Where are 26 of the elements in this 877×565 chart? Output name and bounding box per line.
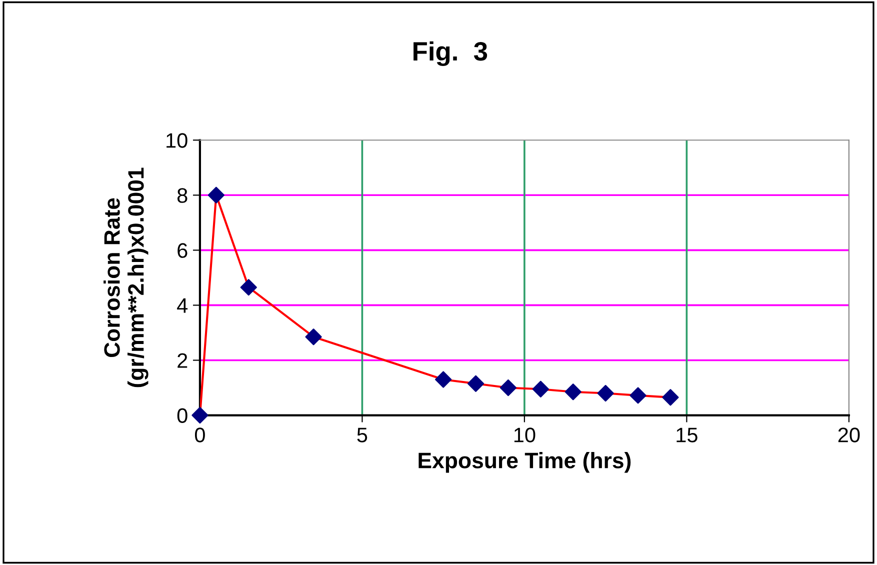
chart-title: Fig. 3 xyxy=(414,41,488,66)
point xyxy=(208,186,224,204)
point xyxy=(630,387,646,404)
y-axis-title: Corrosion Rate (gr/mm**2.hr)x0.0001 xyxy=(104,168,148,388)
point xyxy=(500,379,517,396)
point xyxy=(662,389,679,406)
y-tick-label: 8 xyxy=(177,188,188,203)
x-tick-label: 5 xyxy=(357,428,368,442)
y-tick-label: 4 xyxy=(177,298,188,313)
x-axis-title: Exposure Time (hrs) xyxy=(418,452,631,473)
x-tick-label: 0 xyxy=(194,428,205,442)
y-tick-label: 6 xyxy=(178,243,188,258)
point xyxy=(532,380,549,398)
point xyxy=(240,279,257,296)
point xyxy=(192,406,208,424)
y-tick-label: 2 xyxy=(178,353,188,368)
x-tick-label: 15 xyxy=(676,428,698,442)
point xyxy=(564,384,582,400)
point xyxy=(467,375,484,392)
x-tick-label: 20 xyxy=(838,428,860,442)
point xyxy=(435,371,452,388)
point xyxy=(597,384,614,402)
y-tick-label: 0 xyxy=(177,408,188,424)
point xyxy=(305,328,322,346)
x-tick-label: 10 xyxy=(514,428,536,442)
y-tick-label: 10 xyxy=(166,133,188,148)
